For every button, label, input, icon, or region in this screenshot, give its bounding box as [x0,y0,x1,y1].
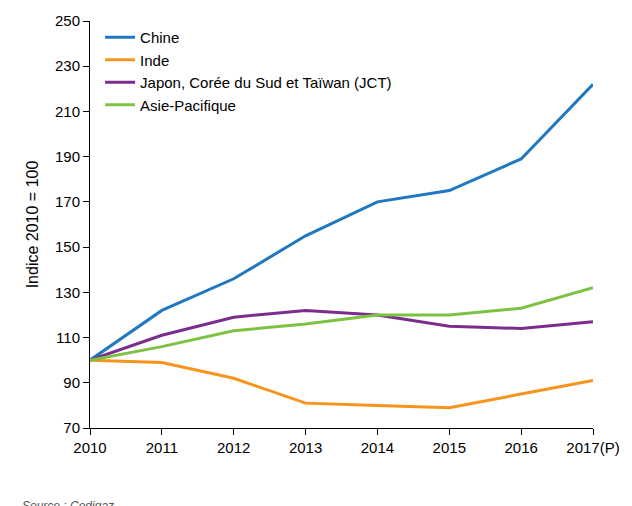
svg-text:210: 210 [55,103,80,120]
svg-text:2011: 2011 [146,439,178,456]
svg-text:70: 70 [63,419,80,436]
svg-text:230: 230 [55,57,80,74]
svg-text:2016: 2016 [504,439,537,456]
svg-text:2017(P): 2017(P) [566,439,619,456]
svg-text:Indice 2010 = 100: Indice 2010 = 100 [24,161,41,289]
svg-text:Inde: Inde [140,52,169,69]
svg-text:130: 130 [55,284,80,301]
svg-text:2010: 2010 [73,439,106,456]
svg-text:170: 170 [55,193,80,210]
svg-text:150: 150 [55,238,80,255]
svg-text:Source : Cedigaz: Source : Cedigaz [22,499,114,506]
svg-text:2014: 2014 [361,439,394,456]
svg-text:Asie-Pacifique: Asie-Pacifique [140,97,236,114]
svg-text:190: 190 [55,148,80,165]
svg-text:Japon, Corée du Sud et Taïwan: Japon, Corée du Sud et Taïwan (JCT) [140,74,392,91]
svg-text:90: 90 [63,374,80,391]
svg-text:Chine: Chine [140,29,179,46]
svg-text:250: 250 [55,12,80,29]
svg-text:2013: 2013 [289,439,322,456]
svg-text:110: 110 [56,329,80,346]
svg-text:2012: 2012 [217,439,250,456]
svg-text:2015: 2015 [433,439,466,456]
